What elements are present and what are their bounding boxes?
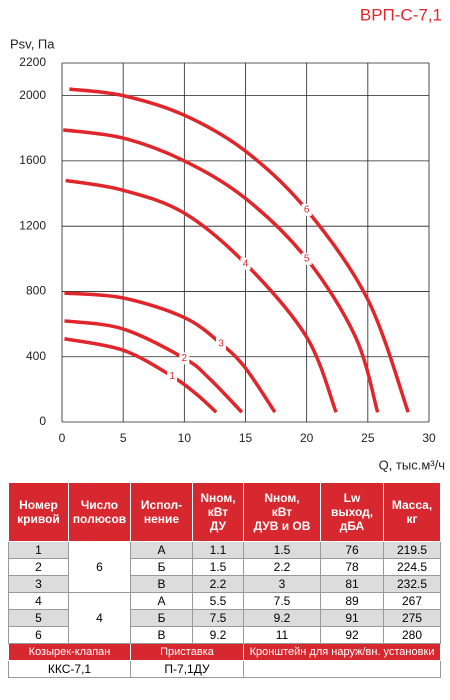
fan-curve bbox=[62, 128, 380, 413]
table-cell: 89 bbox=[320, 592, 384, 610]
table-cell: 5 bbox=[8, 609, 69, 627]
table-cell: В bbox=[130, 575, 193, 593]
table-cell: П-7,1ДУ bbox=[130, 660, 244, 678]
table-row: Номер кривой Число полюсов Испол- нение Nно… bbox=[8, 482, 441, 542]
x-tick-label: 0 bbox=[59, 431, 66, 445]
table-cell: 219.5 bbox=[383, 541, 441, 559]
curve-label-bg bbox=[301, 252, 312, 265]
table-cell: Кронштейн для наруж/вн. установки bbox=[243, 643, 441, 661]
curve-label-bg bbox=[301, 203, 312, 216]
table-cell: 1 bbox=[8, 541, 69, 559]
table-cell: Число полюсов bbox=[68, 482, 131, 542]
table-cell: 92 bbox=[320, 626, 384, 644]
table-row: 4 4 А 5.5 7.5 89 267 bbox=[8, 592, 441, 644]
table-cell: Б bbox=[130, 558, 193, 576]
table-cell: 7.5 bbox=[192, 609, 244, 627]
table-cell: 1.5 bbox=[243, 541, 321, 559]
x-tick-label: 25 bbox=[361, 431, 375, 445]
curve-label-bg bbox=[179, 352, 190, 365]
curve-label-bg bbox=[216, 337, 227, 350]
table-cell: А bbox=[130, 541, 193, 559]
y-tick-label: 2000 bbox=[19, 88, 46, 102]
table-cell: 267 bbox=[383, 592, 441, 610]
table-cell: 78 bbox=[320, 558, 384, 576]
table-cell: А bbox=[130, 592, 193, 610]
table-row: 2 Б 1.5 2.2 78 224.5 bbox=[8, 558, 441, 576]
x-tick-label: 30 bbox=[422, 431, 436, 445]
curve-label: 4 bbox=[243, 258, 249, 269]
fan-curve bbox=[65, 178, 338, 413]
spec-table: Номер кривой Число полюсов Испол- нение Nно… bbox=[8, 482, 441, 678]
curve-label: 6 bbox=[304, 205, 310, 216]
table-row: 6 В 9.2 11 92 280 bbox=[8, 626, 441, 644]
table-row: ККС-7,1 П-7,1ДУ bbox=[8, 660, 441, 678]
table-cell: 7.5 bbox=[243, 592, 321, 610]
x-tick-label: 15 bbox=[239, 431, 253, 445]
curve-label: 1 bbox=[169, 371, 175, 382]
table-cell: 2 bbox=[8, 558, 69, 576]
table-cell: Козырек-клапан bbox=[8, 643, 131, 661]
table-row: 5 Б 7.5 9.2 91 275 bbox=[8, 609, 441, 627]
y-tick-label: 400 bbox=[26, 349, 46, 363]
table-cell: Приставка bbox=[130, 643, 244, 661]
table-cell: Испол- нение bbox=[130, 482, 193, 542]
fan-curve bbox=[69, 87, 410, 413]
table-cell: 5.5 bbox=[192, 592, 244, 610]
y-axis-label: Psv, Па bbox=[10, 36, 55, 51]
table-cell: 4 bbox=[68, 592, 131, 644]
table-cell: 224.5 bbox=[383, 558, 441, 576]
fan-curve bbox=[64, 337, 218, 414]
x-tick-label: 5 bbox=[120, 431, 127, 445]
curve-label-bg bbox=[240, 257, 251, 270]
table-cell: 81 bbox=[320, 575, 384, 593]
y-tick-label: 1200 bbox=[19, 218, 46, 232]
y-tick-label: 2200 bbox=[19, 55, 46, 69]
table-cell: Nном, кВт ДУВ и ОВ bbox=[243, 482, 321, 542]
curve-label: 3 bbox=[218, 338, 224, 349]
table-cell: 3 bbox=[243, 575, 321, 593]
table-cell: 11 bbox=[243, 626, 321, 644]
table-cell bbox=[243, 660, 441, 678]
x-axis-label: Q, тыс.м³/ч bbox=[379, 457, 445, 472]
table-cell: В bbox=[130, 626, 193, 644]
table-cell: 9.2 bbox=[243, 609, 321, 627]
table-cell: 4 bbox=[8, 592, 69, 610]
table-cell: 6 bbox=[68, 541, 131, 593]
x-tick-label: 10 bbox=[178, 431, 192, 445]
table-cell: 76 bbox=[320, 541, 384, 559]
table-cell: Номер кривой bbox=[8, 482, 69, 542]
table-cell: ККС-7,1 bbox=[8, 660, 131, 678]
table-cell: 2.2 bbox=[192, 575, 244, 593]
table-row: 1 6 А 1.1 1.5 76 219.5 bbox=[8, 541, 441, 593]
table-cell: Масса, кг bbox=[383, 482, 441, 542]
table-cell: Nном, кВт ДУ bbox=[192, 482, 244, 542]
chart: ВРП-С-7,1 Psv, Па Q, тыс.м³/ч 0400800120… bbox=[10, 5, 445, 472]
y-tick-label: 800 bbox=[26, 284, 46, 298]
table-cell: 232.5 bbox=[383, 575, 441, 593]
table-cell: 6 bbox=[8, 626, 69, 644]
table-cell: 275 bbox=[383, 609, 441, 627]
x-tick-label: 20 bbox=[300, 431, 314, 445]
table-row: Козырек-клапан Приставка Кронштейн для нар… bbox=[8, 643, 441, 661]
y-tick-label: 1600 bbox=[19, 153, 46, 167]
y-tick-label: 0 bbox=[39, 414, 46, 428]
table-cell: Lw выход, дБА bbox=[320, 482, 384, 542]
table-cell: 91 bbox=[320, 609, 384, 627]
table-cell: 2.2 bbox=[243, 558, 321, 576]
table-cell: 9.2 bbox=[192, 626, 244, 644]
table-cell: 1.5 bbox=[192, 558, 244, 576]
table-cell: 280 bbox=[383, 626, 441, 644]
curve-label-bg bbox=[167, 370, 178, 383]
curve-label: 2 bbox=[182, 353, 188, 364]
table-cell: 3 bbox=[8, 575, 69, 593]
table-cell: 1.1 bbox=[192, 541, 244, 559]
table-cell: Б bbox=[130, 609, 193, 627]
fan-curve bbox=[64, 291, 277, 414]
curve-label: 5 bbox=[304, 253, 310, 264]
chart-title: ВРП-С-7,1 bbox=[360, 5, 442, 24]
